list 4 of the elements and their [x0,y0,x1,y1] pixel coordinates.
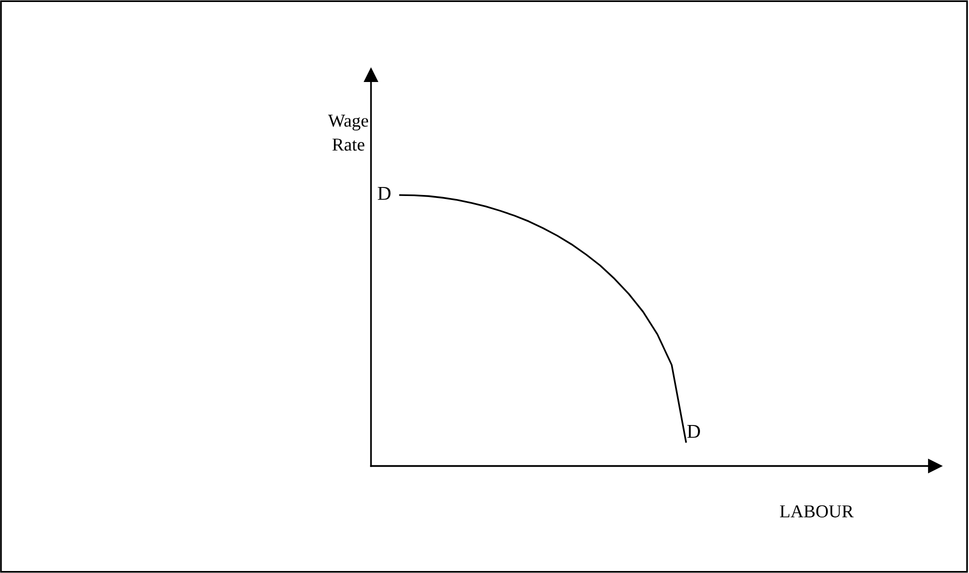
y-axis-title: Wage Rate [328,114,368,151]
text: LABOUR [780,505,854,518]
text: D [378,186,391,200]
annotation: D [687,425,700,438]
